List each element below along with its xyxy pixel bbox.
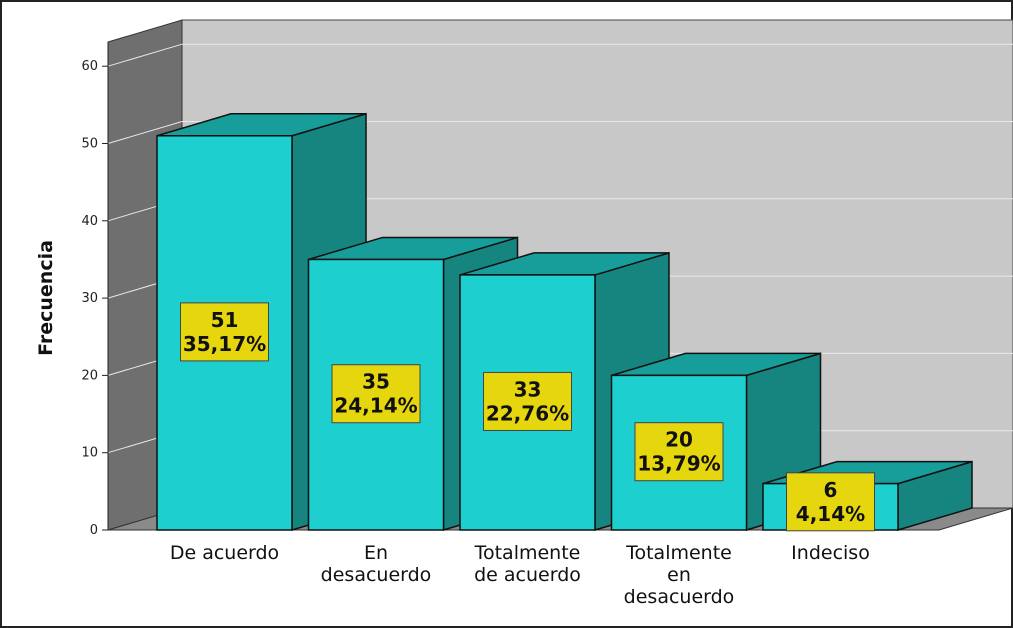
data-label-box <box>786 472 875 532</box>
bar-front <box>307 258 445 531</box>
y-tick-label: 0 <box>90 523 98 538</box>
data-label-value: 20 <box>665 428 693 452</box>
x-tick-label: De acuerdo <box>170 542 279 564</box>
x-tick-label-line: De acuerdo <box>170 542 279 564</box>
x-tick-label-line: Indeciso <box>791 542 870 564</box>
data-label-value: 33 <box>514 377 542 401</box>
x-tick-label: Totalmente en desacuerdo <box>624 542 735 608</box>
x-tick-label: En desacuerdo <box>321 542 432 586</box>
y-tick-label: 60 <box>81 59 98 74</box>
x-tick-label-line: Totalmente <box>625 542 732 564</box>
x-tick-label-line: desacuerdo <box>321 564 432 586</box>
x-tick-label-line: desacuerdo <box>624 586 735 608</box>
data-label-percent: 22,76% <box>486 401 569 425</box>
data-label-value: 35 <box>362 370 390 394</box>
y-tick-label: 20 <box>81 368 98 383</box>
data-label-percent: 35,17% <box>183 332 266 356</box>
data-label-value: 51 <box>211 308 239 332</box>
y-tick-label: 50 <box>81 137 98 152</box>
y-tick-label: 40 <box>81 214 98 229</box>
data-label-box <box>634 422 724 482</box>
y-axis: 0 10 20 30 40 50 60 <box>81 42 109 538</box>
y-tick-label: 10 <box>81 446 98 461</box>
data-label-box <box>483 371 572 431</box>
x-tick-label: Indeciso <box>791 542 870 564</box>
bar: 64,14% <box>762 460 973 532</box>
y-axis-title: Frecuencia <box>35 240 57 356</box>
data-label-percent: 13,79% <box>637 452 720 476</box>
x-tick-label-line: Totalmente <box>474 542 581 564</box>
y-tick-label: 30 <box>81 291 98 306</box>
x-tick-label: Totalmente de acuerdo <box>474 542 581 586</box>
data-label-percent: 4,14% <box>796 502 865 526</box>
data-label-box <box>180 302 269 362</box>
data-label-box <box>331 364 421 424</box>
data-label: 64,14% <box>786 472 875 532</box>
data-label-percent: 24,14% <box>334 394 417 418</box>
data-label-value: 6 <box>824 478 838 502</box>
x-tick-label-line: en <box>667 564 691 586</box>
x-tick-label-line: En <box>364 542 388 564</box>
gridline-left <box>107 43 183 67</box>
x-tick-label-line: de acuerdo <box>474 564 581 586</box>
gridline-left <box>107 121 183 144</box>
